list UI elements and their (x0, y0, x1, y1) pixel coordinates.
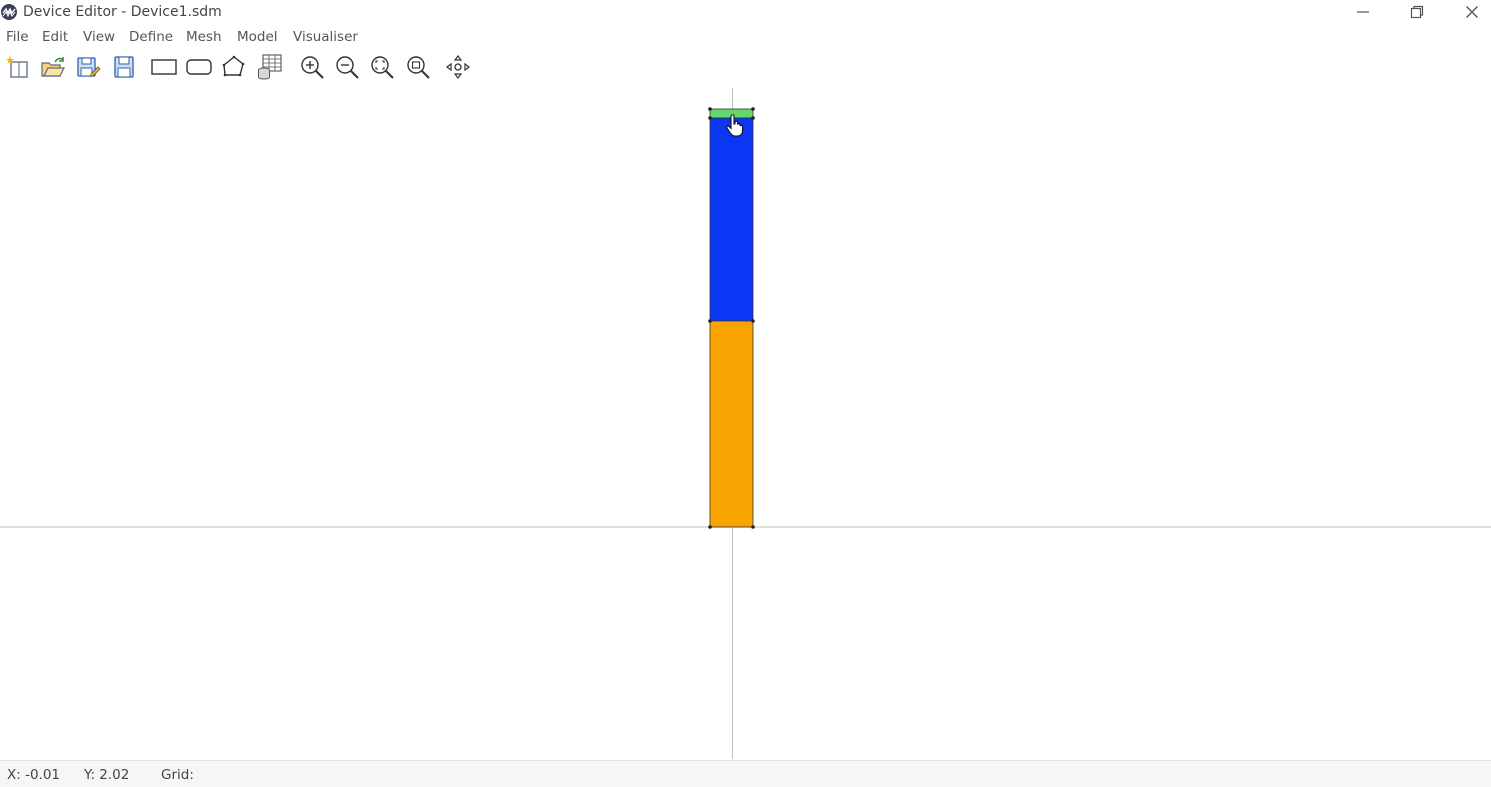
maximize-icon (1410, 4, 1424, 23)
rectangle-icon (150, 54, 178, 80)
title-bar: Device Editor - Device1.sdm (0, 0, 1491, 26)
pan-icon (445, 54, 471, 80)
polygon-icon (221, 54, 247, 80)
open-button[interactable] (37, 52, 69, 82)
minimize-button[interactable] (1343, 0, 1383, 26)
open-folder-icon (40, 54, 66, 80)
save-button[interactable] (108, 52, 140, 82)
zoom-fit-button[interactable] (366, 52, 398, 82)
zoom-in-icon (299, 54, 325, 80)
menu-visualiser[interactable]: Visualiser (293, 29, 358, 45)
save-as-button[interactable] (72, 52, 104, 82)
cursor-x-readout: X: -0.01 (7, 767, 61, 783)
material-database-icon (256, 53, 284, 81)
save-icon (111, 54, 137, 80)
minimize-icon (1356, 4, 1370, 23)
zoom-in-button[interactable] (296, 52, 328, 82)
menu-edit[interactable]: Edit (42, 29, 69, 45)
close-button[interactable] (1452, 0, 1491, 26)
menu-define[interactable]: Define (129, 29, 174, 45)
hand-cursor-icon (726, 114, 744, 137)
zoom-region-button[interactable] (402, 52, 434, 82)
zoom-out-button[interactable] (331, 52, 363, 82)
new-file-icon (5, 54, 31, 80)
layer-blue[interactable] (709, 117, 754, 322)
rounded-rectangle-icon (185, 54, 213, 80)
cursor-y-readout: Y: 2.02 (84, 767, 130, 783)
app-logo-icon (0, 3, 18, 21)
menu-mesh[interactable]: Mesh (186, 29, 222, 45)
maximize-button[interactable] (1397, 0, 1437, 26)
draw-rectangle-button[interactable] (148, 52, 180, 82)
menu-view[interactable]: View (83, 29, 116, 45)
grid-readout: Grid: (161, 767, 194, 783)
layer-vertices (708, 107, 755, 529)
layer-orange[interactable] (709, 320, 754, 528)
pan-button[interactable] (442, 52, 474, 82)
save-as-icon (75, 54, 101, 80)
zoom-fit-icon (369, 54, 395, 80)
menu-file[interactable]: File (6, 29, 29, 45)
draw-polygon-button[interactable] (218, 52, 250, 82)
drawing-canvas[interactable] (0, 88, 1491, 759)
zoom-out-icon (334, 54, 360, 80)
material-database-button[interactable] (254, 52, 286, 82)
menu-model[interactable]: Model (237, 29, 278, 45)
menu-bar: File Edit View Define Mesh Model Visuali… (0, 27, 1491, 47)
toolbar (0, 49, 1491, 85)
new-button[interactable] (2, 52, 34, 82)
close-icon (1465, 4, 1479, 23)
status-bar: X: -0.01 Y: 2.02 Grid: (0, 760, 1491, 787)
window-title: Device Editor - Device1.sdm (23, 4, 222, 20)
zoom-region-icon (405, 54, 431, 80)
draw-rounded-rectangle-button[interactable] (183, 52, 215, 82)
